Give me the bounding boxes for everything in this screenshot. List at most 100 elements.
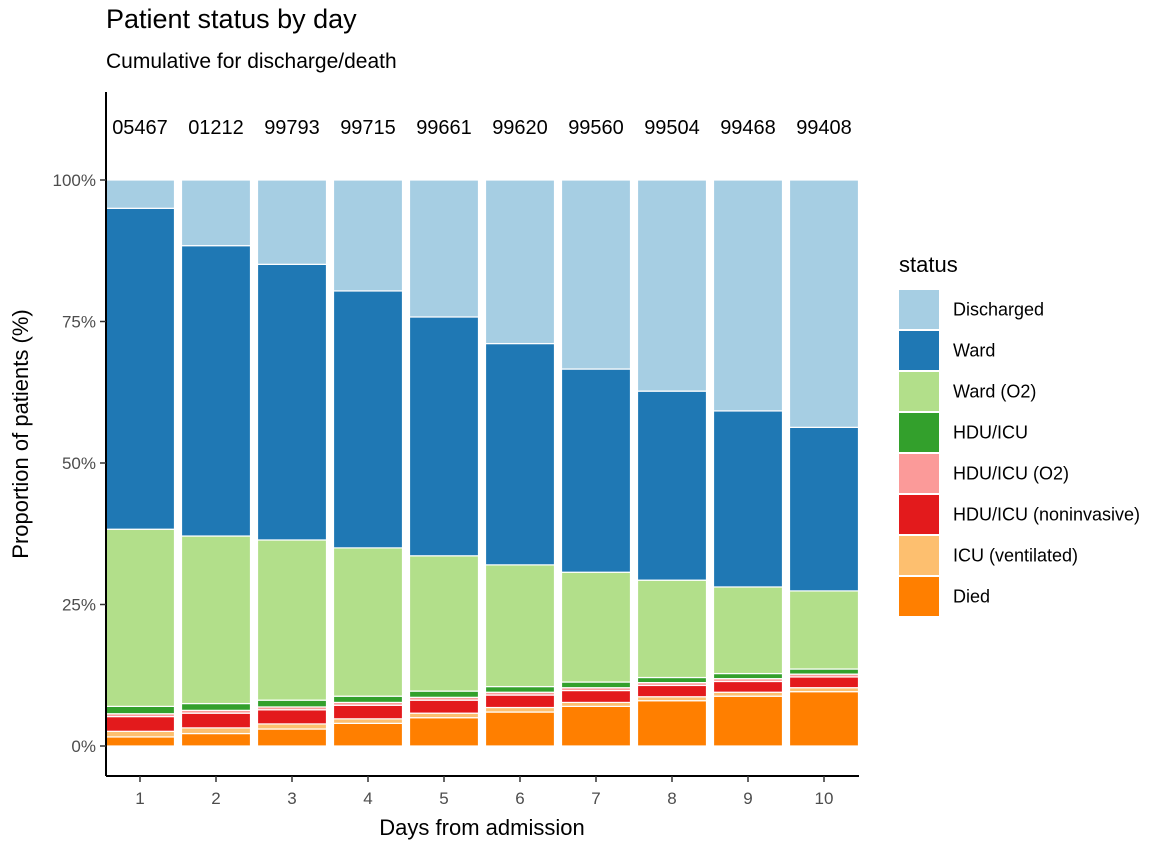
bar-segment-hdu-icu-noninvasive-day-8 (636, 684, 708, 698)
bar-segment-hdu-icu-day-7 (560, 681, 632, 689)
bar-segment-ward-o2-day-4 (332, 547, 404, 697)
legend-title: status (899, 252, 958, 277)
x-tick-label: 1 (135, 789, 144, 808)
y-axis-title: Proportion of patients (%) (8, 309, 33, 558)
bar-segment-icu-ventilated-day-2 (180, 727, 252, 735)
bar-segment-hdu-icu-noninvasive-day-3 (256, 709, 328, 725)
bar-segment-ward-o2-day-10 (788, 590, 860, 670)
bar-segment-hdu-icu-noninvasive-day-7 (560, 689, 632, 704)
bar-segment-hdu-icu-day-6 (484, 685, 556, 693)
count-labels: 05467 01212 99793 99715 99661 99620 99560 99504… (112, 117, 852, 139)
x-tick-label: 6 (515, 789, 524, 808)
bar-segment-icu-ventilated-day-3 (256, 723, 328, 730)
bar-segment-hdu-icu-noninvasive-day-1 (104, 715, 176, 732)
bar-segment-died-day-9 (712, 695, 784, 747)
x-tick-label: 8 (667, 789, 676, 808)
bar-segment-discharged-day-7 (560, 179, 632, 370)
x-tick-label: 3 (287, 789, 296, 808)
bar-segment-ward-o2-day-2 (180, 535, 252, 705)
bar-segment-discharged-day-6 (484, 179, 556, 345)
bar-segment-hdu-icu-noninvasive-day-5 (408, 699, 480, 714)
bar-segment-hdu-icu-noninvasive-day-9 (712, 680, 784, 693)
y-tick-label: 25% (62, 596, 96, 615)
bar-segment-died-day-2 (180, 732, 252, 747)
bar-segment-hdu-icu-noninvasive-day-4 (332, 704, 404, 720)
bar-segment-icu-ventilated-day-6 (484, 706, 556, 713)
legend-label: Died (953, 587, 990, 607)
bar-segment-died-day-7 (560, 705, 632, 747)
bar-segment-ward-o2-day-5 (408, 555, 480, 692)
x-tick-label: 10 (815, 789, 834, 808)
bar-segment-ward-o2-day-6 (484, 564, 556, 688)
bar-segment-discharged-day-1 (104, 179, 176, 209)
bar-segment-ward-o2-day-1 (104, 528, 176, 707)
count-label-day-5: 99661 (416, 117, 472, 139)
count-label-day-7: 99560 (568, 117, 624, 139)
bar-segment-ward-day-1 (104, 207, 176, 530)
bar-segment-ward-o2-day-7 (560, 571, 632, 683)
x-tick-label: 5 (439, 789, 448, 808)
bar-segment-ward-day-3 (256, 263, 328, 541)
bar-segment-ward-day-9 (712, 410, 784, 588)
legend-label: Ward (953, 341, 995, 361)
legend-items: Discharged Ward Ward (O2) HDU/ICU HDU/ICU (O… (899, 290, 1140, 616)
y-tick-label: 75% (62, 313, 96, 332)
bar-segment-died-day-3 (256, 728, 328, 747)
count-label-day-1: 05467 (112, 117, 168, 139)
count-label-day-4: 99715 (340, 117, 396, 139)
bar-segment-ward-day-10 (788, 426, 860, 592)
bar-segment-died-day-8 (636, 700, 708, 747)
bar-segment-ward-o2-day-8 (636, 579, 708, 679)
bar-segment-hdu-icu-noninvasive-day-10 (788, 676, 860, 689)
legend-key-hdu-icu-noninvasive (899, 495, 939, 534)
legend-key-ward-o2 (899, 372, 939, 411)
bar-segment-ward-day-2 (180, 245, 252, 537)
x-tick-label: 2 (211, 789, 220, 808)
bar-segment-hdu-icu-day-4 (332, 695, 404, 704)
bar-segment-died-day-1 (104, 736, 176, 747)
bar-segment-ward-day-7 (560, 368, 632, 573)
bar-segment-discharged-day-2 (180, 179, 252, 247)
bar-segment-discharged-day-5 (408, 179, 480, 318)
y-tick-label: 100% (53, 171, 96, 190)
x-tick-label: 9 (743, 789, 752, 808)
bar-segment-icu-ventilated-day-5 (408, 712, 480, 719)
legend-label: Discharged (953, 300, 1044, 320)
legend-label: ICU (ventilated) (953, 546, 1078, 566)
bars-layer (104, 179, 860, 747)
bar-segment-ward-o2-day-3 (256, 539, 328, 701)
bar-segment-discharged-day-10 (788, 179, 860, 428)
bar-segment-icu-ventilated-day-1 (104, 730, 176, 738)
y-tick-label: 0% (71, 737, 96, 756)
bar-segment-ward-o2-day-9 (712, 586, 784, 675)
y-tick-label: 50% (62, 454, 96, 473)
bar-segment-died-day-5 (408, 717, 480, 747)
count-label-day-10: 99408 (796, 117, 852, 139)
legend-label: HDU/ICU (953, 423, 1028, 443)
legend-key-hdu-icu (899, 413, 939, 452)
bar-segment-ward-day-4 (332, 290, 404, 549)
legend-key-died (899, 577, 939, 616)
count-label-day-9: 99468 (720, 117, 776, 139)
chart-subtitle: Cumulative for discharge/death (106, 50, 397, 73)
bar-segment-died-day-6 (484, 711, 556, 747)
x-tick-label: 7 (591, 789, 600, 808)
bar-segment-hdu-icu-day-1 (104, 705, 176, 715)
bar-segment-died-day-4 (332, 722, 404, 747)
bar-segment-discharged-day-8 (636, 179, 708, 392)
bar-segment-hdu-icu-day-5 (408, 690, 480, 698)
y-axis-ticks: 0% 25% 50% 75% 100% (53, 171, 106, 756)
x-axis-title: Days from admission (379, 815, 584, 840)
count-label-day-3: 99793 (264, 117, 320, 139)
x-tick-label: 4 (363, 789, 372, 808)
count-label-day-8: 99504 (644, 117, 700, 139)
bar-segment-hdu-icu-day-9 (712, 672, 784, 680)
bar-segment-ward-day-6 (484, 342, 556, 566)
legend-key-discharged (899, 290, 939, 329)
bar-segment-icu-ventilated-day-4 (332, 718, 404, 724)
bar-segment-hdu-icu-noninvasive-day-2 (180, 712, 252, 729)
bar-segment-discharged-day-9 (712, 179, 784, 412)
bar-segment-hdu-icu-day-10 (788, 668, 860, 675)
legend-key-ward (899, 331, 939, 370)
